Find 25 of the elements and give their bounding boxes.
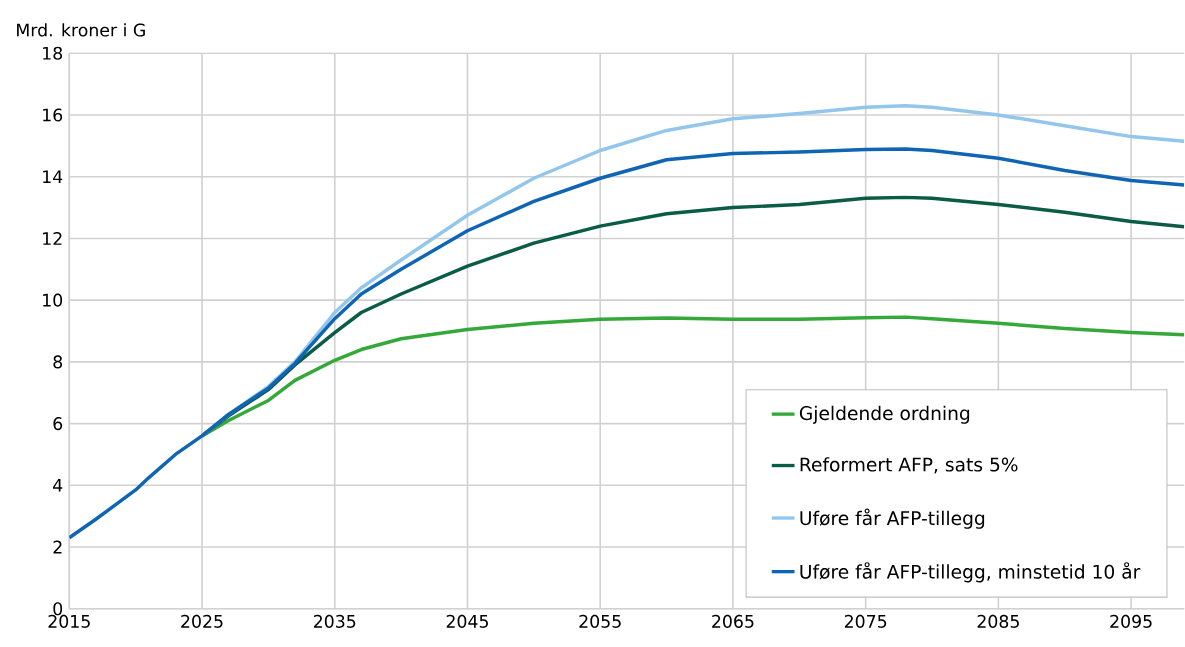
x-tick-label: 2095 xyxy=(1110,614,1152,628)
y-axis-title: Mrd. kroner i G xyxy=(17,22,145,37)
legend-label: Uføre får AFP-tillegg, minstetid 10 år xyxy=(800,561,1141,583)
x-tick-label: 2035 xyxy=(313,614,356,628)
legend-label: Reformert AFP, sats 5% xyxy=(800,456,1018,474)
line-series xyxy=(69,147,1185,540)
x-tick-label: 2025 xyxy=(181,614,223,628)
y-tick-label: 2 xyxy=(53,540,62,554)
x-tick-label: 2075 xyxy=(844,614,887,628)
y-tick-label: 6 xyxy=(53,416,63,430)
y-tick-label: 4 xyxy=(53,478,63,492)
x-tick-label: 2055 xyxy=(579,614,621,628)
y-tick-label: 18 xyxy=(43,46,63,60)
y-tick-label: 16 xyxy=(43,108,63,122)
y-tick-label: 14 xyxy=(43,170,63,183)
legend-label: Uføre får AFP-tillegg xyxy=(800,508,985,529)
y-tick-label: 8 xyxy=(53,355,63,369)
y-tick-label: 12 xyxy=(43,231,62,245)
y-tick-label: 0 xyxy=(53,602,63,616)
y-tick-label: 10 xyxy=(43,293,63,307)
x-tick-label: 2065 xyxy=(712,614,754,628)
x-tick-label: 2085 xyxy=(977,614,1019,628)
legend-label: Gjeldende ordning xyxy=(799,405,970,424)
x-tick-label: 2015 xyxy=(48,614,90,628)
x-tick-label: 2045 xyxy=(446,614,488,628)
